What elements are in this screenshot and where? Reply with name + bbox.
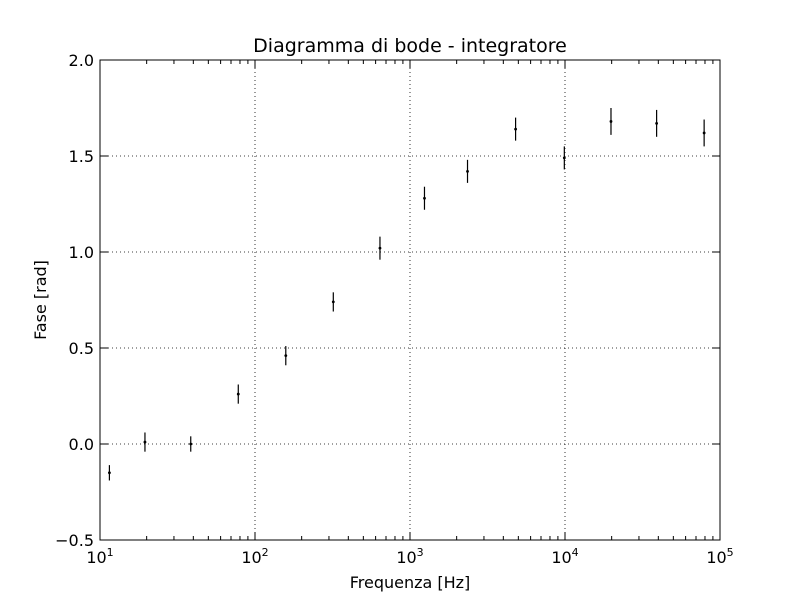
data-point [466,169,469,173]
data-point [236,392,240,396]
tick-labels: 101 102 103 104 105 −0.5 0.0 0.5 1.0 1.5 2.0 [55,51,734,567]
data-point [609,120,613,123]
data-point [189,442,193,446]
data-point [702,131,706,135]
x-tick-label: 101 [86,546,113,567]
data-point [655,121,659,125]
x-tick-label: 103 [396,546,423,567]
y-tick-label: 1.0 [69,243,94,262]
data-point [143,440,147,444]
axis-ticks [99,59,721,541]
data-point [423,196,426,200]
grid [100,60,720,540]
x-tick-label: 102 [241,546,268,567]
data-point [331,300,335,304]
data-point [562,156,566,160]
chart-title: Diagramma di bode - integratore [253,35,567,57]
data-point [378,246,382,250]
y-tick-label: 2.0 [69,51,94,70]
x-tick-label: 105 [706,546,733,567]
data-points [108,120,706,475]
x-axis-label: Frequenza [Hz] [350,573,471,592]
data-point [284,354,288,358]
y-tick-label: −0.5 [55,531,94,550]
data-point [108,471,111,475]
x-tick-label: 104 [551,546,578,567]
y-axis-label: Fase [rad] [31,260,50,340]
data-point [514,127,517,131]
y-tick-label: 0.0 [69,435,94,454]
y-tick-label: 1.5 [69,147,94,166]
y-tick-label: 0.5 [69,339,94,358]
